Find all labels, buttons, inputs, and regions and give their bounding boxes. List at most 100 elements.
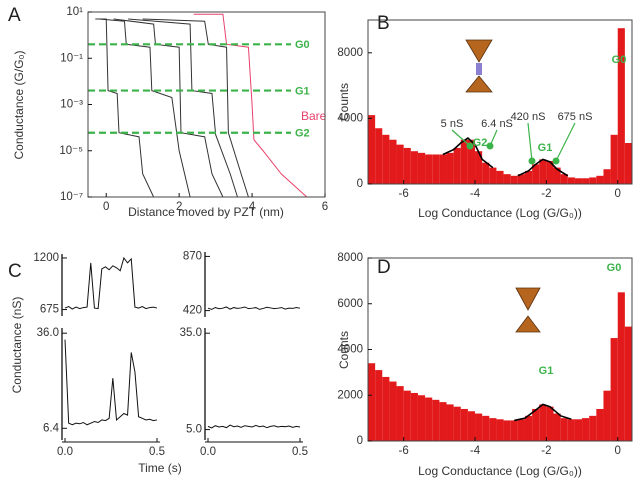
x-tick-label: 2 xyxy=(176,201,182,213)
histogram-bar xyxy=(403,147,411,184)
x-tick-label: 4 xyxy=(249,201,256,213)
y-tick-label: 675 xyxy=(40,304,59,316)
plot-frame xyxy=(367,19,633,185)
histogram-bar xyxy=(489,167,497,184)
histogram-bar xyxy=(589,415,597,441)
trace xyxy=(193,13,308,198)
trace xyxy=(95,18,155,198)
y-tick-label: 0 xyxy=(357,178,363,190)
y-axis-title: Conductance (nS) xyxy=(10,297,24,394)
electrode-bottom xyxy=(515,315,541,333)
histogram-bar xyxy=(567,177,575,184)
panel-letter: C xyxy=(8,261,22,282)
histogram-bar xyxy=(475,151,483,184)
annotation-label: 5 nS xyxy=(441,118,464,130)
annotation-label: 420 nS xyxy=(511,111,546,123)
electrode-bottom xyxy=(465,75,493,93)
y-tick-label: 4000 xyxy=(337,344,363,356)
plot-frame xyxy=(87,11,326,198)
annotation-leader xyxy=(451,129,471,147)
reference-label: G0 xyxy=(295,39,310,51)
histogram-bar xyxy=(539,404,547,441)
histogram-bar xyxy=(524,170,533,184)
histogram-bar xyxy=(453,406,461,441)
histogram-bar xyxy=(439,402,447,441)
histogram-bar xyxy=(560,174,568,184)
histogram-bar xyxy=(503,174,511,184)
histogram-bar xyxy=(432,399,440,441)
x-axis-title: Time (s) xyxy=(138,461,182,475)
x-tick-label: -6 xyxy=(399,445,409,457)
y-tick-label: 870 xyxy=(183,250,202,262)
trace xyxy=(128,18,238,198)
annotation-label: 6.4 nS xyxy=(481,118,513,130)
annotation-leader xyxy=(555,122,576,162)
fit-curve xyxy=(514,403,572,422)
histogram-bar xyxy=(446,404,454,441)
x-tick-label: 0.0 xyxy=(200,446,216,458)
x-tick-label: 6 xyxy=(322,201,328,213)
histogram-bar xyxy=(460,139,468,184)
y-axis-title: Counts xyxy=(337,331,351,369)
histogram-bar xyxy=(574,419,583,441)
histogram-bar xyxy=(460,408,468,441)
histogram-bar xyxy=(503,420,511,441)
histogram-bar xyxy=(596,408,604,441)
series-label: Bare xyxy=(301,109,327,123)
y-axis-title: Conductance (G/G₀) xyxy=(12,50,26,159)
histogram-bar xyxy=(546,161,554,184)
histogram-bar xyxy=(624,326,632,441)
reference-label: G1 xyxy=(295,85,310,97)
histogram-bar xyxy=(589,177,597,184)
histogram-bar xyxy=(439,154,447,184)
electrode-top xyxy=(515,287,541,311)
panel-letter: B xyxy=(377,13,390,34)
y-tick-label: 10⁻⁷ xyxy=(60,191,83,203)
annotation-dot xyxy=(486,142,494,150)
histogram-bar xyxy=(596,175,604,184)
y-tick-label: 8000 xyxy=(337,47,363,59)
histogram-bar xyxy=(482,162,490,184)
trace xyxy=(142,18,249,198)
histogram-bar xyxy=(610,338,618,441)
annotation-label: G2 xyxy=(473,137,488,149)
x-tick-label: -6 xyxy=(399,188,409,200)
histogram-bar xyxy=(624,143,632,184)
histogram-bar xyxy=(567,419,575,441)
histogram-bar xyxy=(582,418,590,441)
y-tick-label: 10⁻³ xyxy=(60,99,83,111)
y-tick-label: 420 xyxy=(183,305,202,317)
histogram-bar xyxy=(475,413,483,441)
trace xyxy=(64,256,158,310)
x-tick-label: 0 xyxy=(615,445,621,457)
panel-letter: D xyxy=(377,257,391,278)
histogram-bar xyxy=(517,174,525,184)
histogram-bar xyxy=(403,390,411,441)
histogram-bar xyxy=(453,147,461,184)
x-tick-label: 0.5 xyxy=(149,446,165,458)
fit-curve xyxy=(442,137,494,169)
histogram-bar xyxy=(382,376,390,441)
y-tick-label: 6.4 xyxy=(43,422,60,434)
molecule-icon-d xyxy=(515,287,541,333)
annotation-dot xyxy=(552,157,560,165)
histogram-bar xyxy=(432,154,440,184)
histogram-bar xyxy=(617,292,625,441)
x-tick-label: 0 xyxy=(615,188,621,200)
annotation-label: G1 xyxy=(538,142,553,154)
trace xyxy=(207,306,301,310)
x-tick-label: 0 xyxy=(103,201,109,213)
histogram-bar xyxy=(603,390,611,441)
histogram-bar xyxy=(417,395,426,441)
y-tick-label: 36.0 xyxy=(37,327,59,339)
histogram-bar xyxy=(489,418,497,441)
histogram-bar xyxy=(396,386,404,441)
y-tick-label: 8000 xyxy=(337,252,363,264)
molecule xyxy=(476,63,482,75)
x-tick-label: -4 xyxy=(470,445,481,457)
histogram-bar xyxy=(368,363,376,441)
histogram-bar xyxy=(410,151,418,184)
histogram-bar xyxy=(546,406,554,441)
annotation-label: G1 xyxy=(539,365,554,377)
histogram-bar xyxy=(382,134,390,184)
